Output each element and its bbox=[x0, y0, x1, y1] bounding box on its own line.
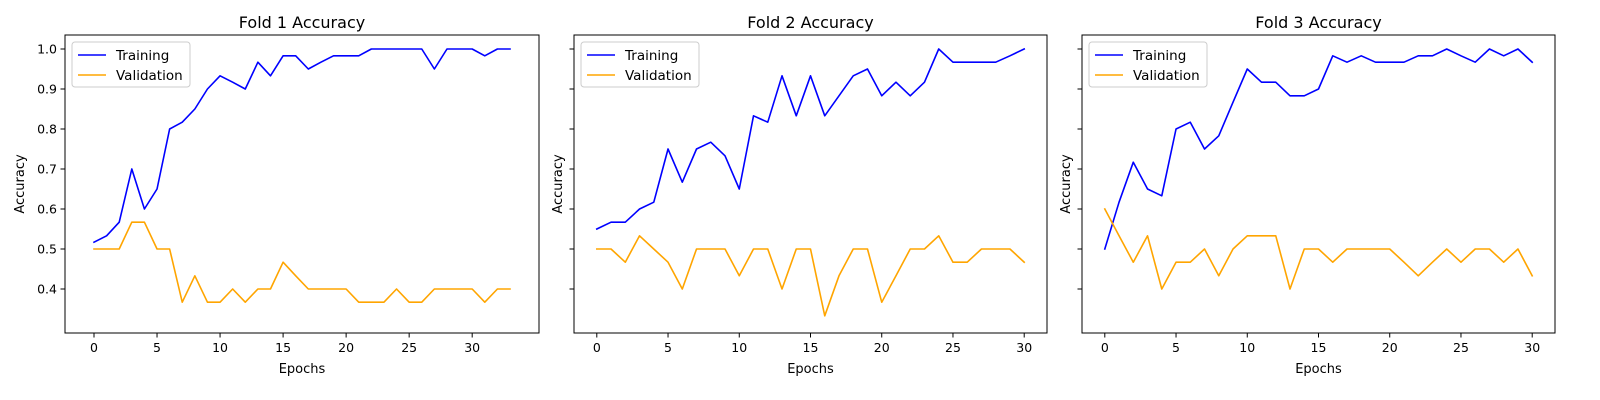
chart-panel-2: 0 5 10 15 20 25 30 Fold 2 Accuracy Epochs Accurac… bbox=[551, 13, 1048, 377]
chart-title: Fold 2 Accuracy bbox=[747, 13, 873, 32]
chart-panel-3: 0 5 10 15 20 25 30 Fold 3 Accuracy Epochs Accurac… bbox=[1059, 13, 1556, 377]
x-tick-label: 5 bbox=[1172, 340, 1180, 355]
y-axis-label: Accuracy bbox=[551, 154, 566, 214]
series-line-training bbox=[92, 48, 511, 244]
x-tick-label: 0 bbox=[593, 340, 601, 355]
series-line-training bbox=[595, 47, 1026, 231]
y-tick-label: 0.7 bbox=[37, 162, 57, 177]
y-axis-label: Accuracy bbox=[13, 154, 28, 214]
series-line-validation bbox=[93, 221, 511, 304]
x-tick-label: 30 bbox=[464, 340, 480, 355]
x-tick-label: 10 bbox=[731, 340, 747, 355]
x-axis-label: Epochs bbox=[279, 362, 326, 377]
series-line-validation bbox=[1103, 207, 1534, 290]
y-tick-label: 0.4 bbox=[37, 282, 57, 297]
x-tick-label: 0 bbox=[1101, 340, 1109, 355]
y-tick-label: 0.6 bbox=[37, 202, 57, 217]
x-tick-label: 15 bbox=[275, 340, 291, 355]
x-tick-label: 10 bbox=[212, 340, 228, 355]
series-line-validation bbox=[595, 235, 1026, 317]
y-tick-label: 0.5 bbox=[37, 242, 57, 257]
x-tick-label: 5 bbox=[664, 340, 672, 355]
legend-label-training: Training bbox=[115, 48, 169, 64]
x-tick-label: 20 bbox=[1382, 340, 1398, 355]
legend-label-validation: Validation bbox=[1133, 68, 1200, 84]
legend-label-validation: Validation bbox=[116, 68, 183, 84]
x-tick-label: 20 bbox=[338, 340, 354, 355]
y-tick-label: 0.9 bbox=[37, 82, 57, 97]
y-axis-label: Accuracy bbox=[1059, 154, 1074, 214]
x-axis-label: Epochs bbox=[787, 362, 834, 377]
x-axis-label: Epochs bbox=[1295, 362, 1342, 377]
legend-label-validation: Validation bbox=[625, 68, 692, 84]
x-tick-label: 20 bbox=[874, 340, 890, 355]
x-tick-label: 25 bbox=[1453, 340, 1469, 355]
x-tick-label: 30 bbox=[1016, 340, 1032, 355]
legend: Training Validation bbox=[71, 41, 191, 88]
y-tick-label: 0.8 bbox=[37, 122, 57, 137]
x-tick-label: 25 bbox=[401, 340, 417, 355]
chart-title: Fold 1 Accuracy bbox=[239, 13, 365, 32]
x-tick-label: 30 bbox=[1524, 340, 1540, 355]
plot-frame bbox=[64, 34, 540, 334]
series-line-training bbox=[1103, 48, 1534, 250]
x-tick-label: 25 bbox=[945, 340, 961, 355]
chart-title: Fold 3 Accuracy bbox=[1255, 13, 1381, 32]
legend-label-training: Training bbox=[1132, 48, 1186, 64]
legend: Training Validation bbox=[580, 41, 700, 88]
x-tick-label: 10 bbox=[1239, 340, 1255, 355]
x-tick-label: 15 bbox=[803, 340, 819, 355]
chart-panel-1: 0 5 10 15 20 25 30 0.4 0.5 0.6 0.7 0.8 0.9 1.0 Fold 1 … bbox=[13, 13, 540, 377]
x-tick-label: 0 bbox=[90, 340, 98, 355]
x-tick-label: 15 bbox=[1311, 340, 1327, 355]
y-tick-label: 1.0 bbox=[37, 42, 57, 57]
x-tick-label: 5 bbox=[153, 340, 161, 355]
legend: Training Validation bbox=[1088, 41, 1208, 88]
legend-label-training: Training bbox=[624, 48, 678, 64]
